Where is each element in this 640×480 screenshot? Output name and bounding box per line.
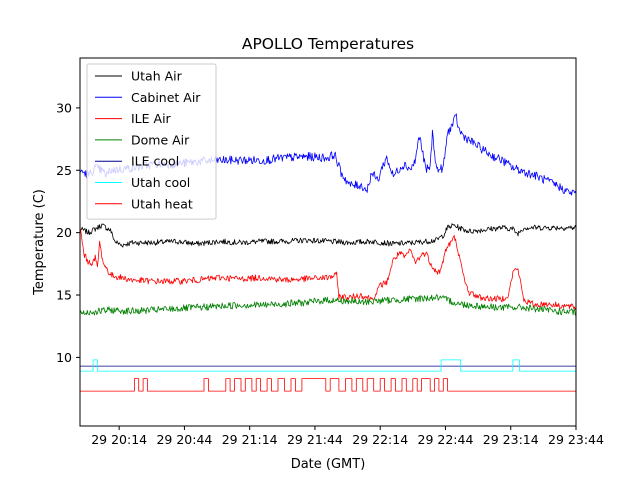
x-axis-title: Date (GMT) xyxy=(291,457,366,472)
y-tick-label: 25 xyxy=(56,163,72,178)
y-axis-title: Temperature (C) xyxy=(32,189,47,296)
x-tick-label: 29 21:44 xyxy=(287,432,343,447)
series-line-utah-air xyxy=(80,223,576,248)
x-tick-label: 29 22:44 xyxy=(418,432,474,447)
legend-label: Dome Air xyxy=(131,132,190,147)
x-tick-label: 29 20:14 xyxy=(91,432,147,447)
y-tick-label: 15 xyxy=(56,288,72,303)
x-tick-label: 29 22:14 xyxy=(352,432,408,447)
legend: Utah Air Cabinet Air ILE Air Dome Air ILE co… xyxy=(86,63,217,220)
series-line-ile-air xyxy=(80,228,576,310)
plot-frame xyxy=(79,57,577,427)
x-tick-label: 29 23:14 xyxy=(483,432,539,447)
legend-label: Utah Air xyxy=(131,69,183,84)
legend-label: ILE Air xyxy=(131,111,172,126)
series-line-utah-heat xyxy=(80,378,576,392)
x-tick-label: 29 23:44 xyxy=(548,432,604,447)
x-tick-label: 29 20:44 xyxy=(156,432,212,447)
x-tick-label: 29 21:14 xyxy=(222,432,278,447)
y-tick-label: 30 xyxy=(56,100,72,115)
legend-label: Utah cool xyxy=(131,175,190,190)
axes: 29 20:14 29 20:44 29 21:14 29 21:44 29 22:14… xyxy=(56,57,604,447)
chart-title: APOLLO Temperatures xyxy=(242,35,414,53)
y-tick-label: 20 xyxy=(56,225,72,240)
y-tick-label: 10 xyxy=(56,350,72,365)
series-line-utah-cool xyxy=(80,359,576,372)
series-line-dome-air xyxy=(80,294,576,316)
legend-label: ILE cool xyxy=(131,154,179,169)
legend-label: Cabinet Air xyxy=(131,90,201,105)
legend-box xyxy=(86,63,217,220)
legend-label: Utah heat xyxy=(131,196,193,211)
